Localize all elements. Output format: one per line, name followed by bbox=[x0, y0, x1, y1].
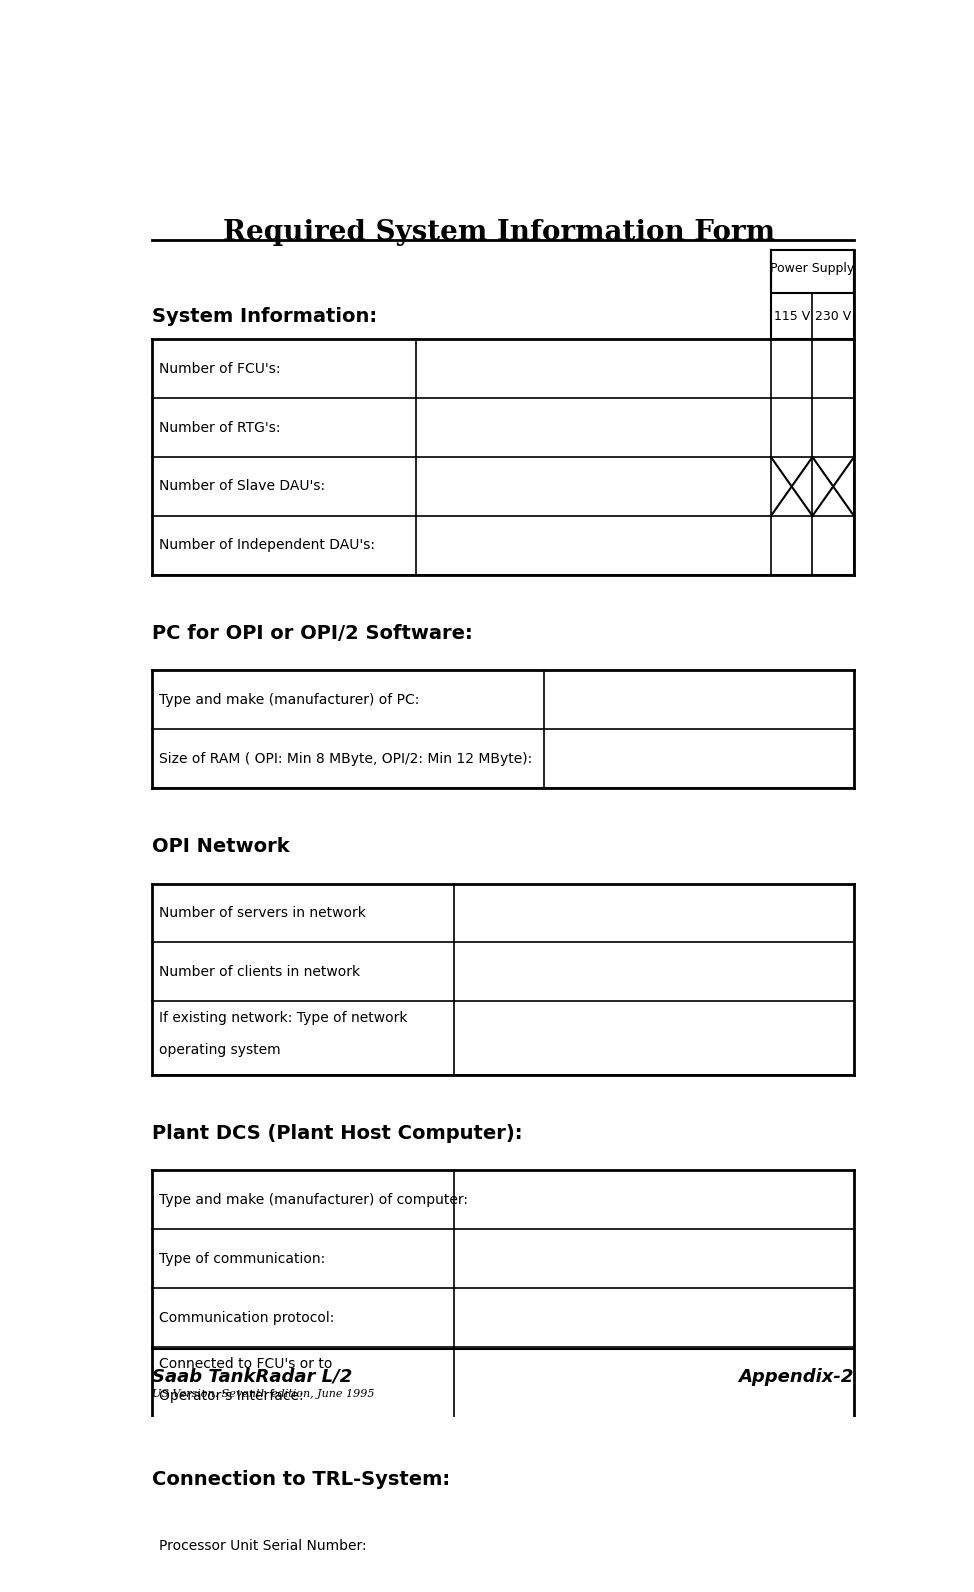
Text: System Information:: System Information: bbox=[152, 307, 377, 326]
Text: operating system: operating system bbox=[160, 1043, 281, 1057]
Text: 115 V: 115 V bbox=[773, 309, 809, 323]
Text: Type and make (manufacturer) of computer:: Type and make (manufacturer) of computer… bbox=[160, 1192, 468, 1207]
Text: Operator's Interface:: Operator's Interface: bbox=[160, 1388, 304, 1403]
Text: Communication protocol:: Communication protocol: bbox=[160, 1310, 335, 1325]
Text: Processor Unit Serial Number:: Processor Unit Serial Number: bbox=[160, 1538, 367, 1552]
Text: Number of RTG's:: Number of RTG's: bbox=[160, 420, 281, 435]
Text: Type of communication:: Type of communication: bbox=[160, 1251, 325, 1266]
Text: Connection to TRL-System:: Connection to TRL-System: bbox=[152, 1469, 450, 1489]
Text: OPI Network: OPI Network bbox=[152, 837, 289, 856]
Text: Number of servers in network: Number of servers in network bbox=[160, 906, 366, 920]
Text: Plant DCS (Plant Host Computer):: Plant DCS (Plant Host Computer): bbox=[152, 1124, 522, 1143]
Text: PC for OPI or OPI/2 Software:: PC for OPI or OPI/2 Software: bbox=[152, 624, 472, 643]
Text: Number of clients in network: Number of clients in network bbox=[160, 965, 360, 979]
Text: Type and make (manufacturer) of PC:: Type and make (manufacturer) of PC: bbox=[160, 693, 420, 707]
Text: Power Supply: Power Supply bbox=[770, 263, 854, 275]
Text: Size of RAM ( OPI: Min 8 MByte, OPI/2: Min 12 MByte):: Size of RAM ( OPI: Min 8 MByte, OPI/2: M… bbox=[160, 751, 533, 766]
Text: 230 V: 230 V bbox=[815, 309, 851, 323]
Text: If existing network: Type of network: If existing network: Type of network bbox=[160, 1011, 408, 1025]
Text: Number of Independent DAU's:: Number of Independent DAU's: bbox=[160, 538, 376, 552]
Text: Number of FCU's:: Number of FCU's: bbox=[160, 361, 281, 376]
Text: US Version. Seventh edition, June 1995: US Version. Seventh edition, June 1995 bbox=[152, 1388, 374, 1399]
Text: Connected to FCU's or to: Connected to FCU's or to bbox=[160, 1356, 333, 1371]
Text: Required System Information Form: Required System Information Form bbox=[223, 220, 775, 247]
Text: Appendix-2: Appendix-2 bbox=[738, 1368, 854, 1387]
Text: Number of Slave DAU's:: Number of Slave DAU's: bbox=[160, 479, 325, 494]
Text: Saab TankRadar L/2: Saab TankRadar L/2 bbox=[152, 1368, 353, 1387]
